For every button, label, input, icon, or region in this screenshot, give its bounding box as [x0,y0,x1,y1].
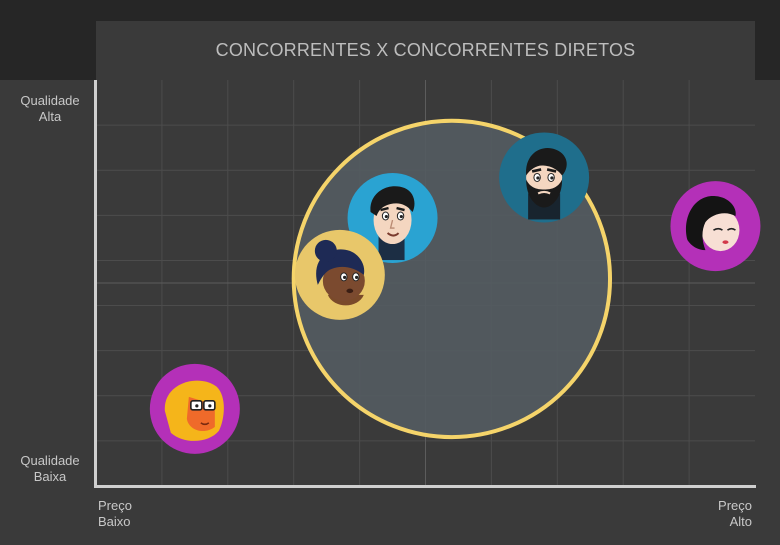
y-axis-bottom-label-line2: Baixa [33,469,67,484]
y-axis-bottom-label-line1: Qualidade [20,453,80,468]
data-point-woman-black-hair-avatar-icon [670,181,761,272]
x-axis-right-label-line2: Alto [729,514,752,529]
y-axis-top-label-line2: Alta [38,109,62,124]
y-axis-top-label: Qualidade Alta [10,93,90,125]
bearded-man-avatar-icon [526,147,567,220]
x-axis-right-label-line1: Preço [718,498,752,513]
data-point-woman-bun-avatar-icon [294,229,385,320]
data-point-bearded-man-avatar-icon [499,132,590,223]
x-axis-left-label-line2: Baixo [98,514,131,529]
y-axis-top-label-line1: Qualidade [20,93,80,108]
x-axis-left-label-line1: Preço [98,498,132,513]
y-axis-bottom-label: Qualidade Baixa [10,453,90,485]
x-axis-right-label: Preço Alto [690,498,752,530]
man-avatar-icon [370,186,415,261]
x-axis-left-label: Preço Baixo [98,498,132,530]
woman-black-hair-avatar-icon [686,196,740,252]
woman-glasses-avatar-icon [164,380,224,441]
data-point-woman-glasses-avatar-icon [149,363,240,454]
chart-title: CONCORRENTES X CONCORRENTES DIRETOS [96,21,755,80]
woman-bun-avatar-icon [314,239,365,306]
y-axis [94,80,97,488]
x-axis [94,485,756,488]
data-point-man-avatar-icon [347,173,438,264]
